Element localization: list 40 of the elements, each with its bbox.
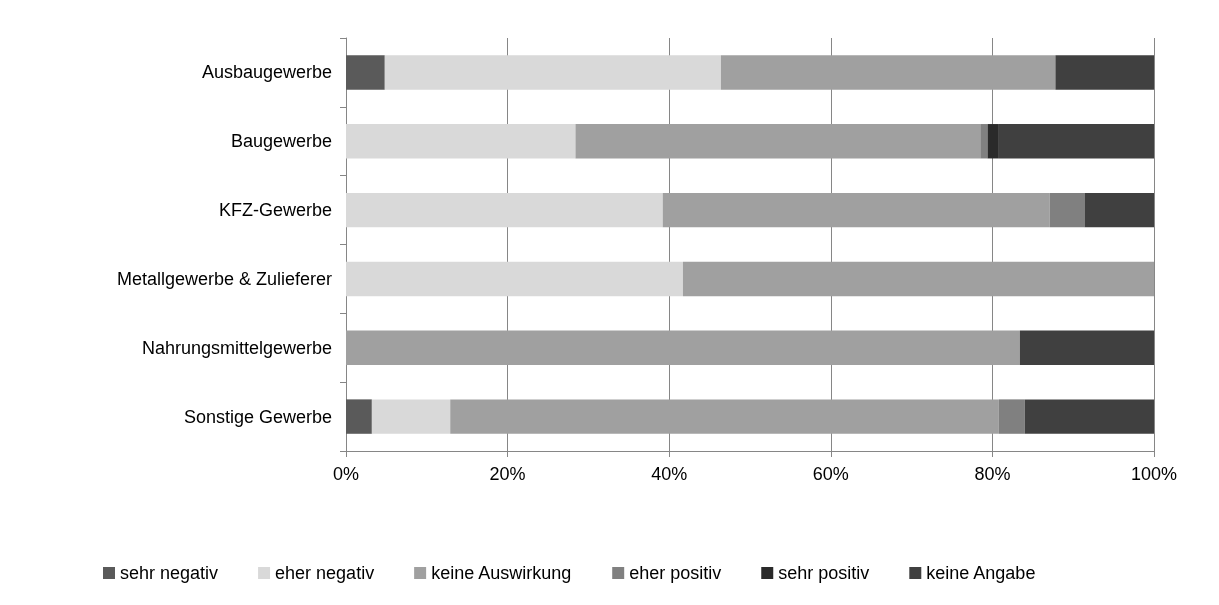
bar [575,124,981,159]
bar [346,124,576,159]
y-tick-label: Baugewerbe [230,131,332,152]
bar [980,124,988,159]
y-tick-label: Sonstige Gewerbe [183,406,332,427]
bar [346,330,1020,365]
bar [384,55,721,90]
x-tick-label: 40% [651,464,688,484]
legend-label: eher positiv [629,563,722,583]
bar [1049,192,1085,228]
bar [662,192,1050,228]
legend-label: keine Auswirkung [431,563,572,583]
x-tick-label: 60% [812,464,849,484]
bar [1084,192,1154,228]
y-tick-label: Ausbaugewerbe [201,62,332,83]
bar [998,124,1154,159]
legend-label: sehr positiv [778,563,870,583]
bar [346,55,385,90]
bar [682,261,1154,297]
bar [1055,55,1154,90]
bar [450,399,999,434]
legend-label: keine Angabe [926,563,1036,583]
x-tick-label: 100% [1130,464,1178,484]
bar [998,399,1025,434]
x-tick-label: 80% [974,464,1011,484]
legend-label: sehr negativ [120,563,219,583]
bar [1019,330,1154,365]
x-tick-label: 20% [489,464,526,484]
bar [720,55,1056,90]
x-tick-label: 0% [332,464,360,484]
bar [371,399,451,434]
bar [1024,399,1154,434]
legend-label: eher negativ [275,563,375,583]
y-tick-label: Nahrungsmittelgewerbe [141,337,332,358]
bar [987,124,999,159]
bar [346,261,683,297]
y-tick-label: Metallgewerbe & Zulieferer [116,268,332,289]
bar [346,192,663,228]
y-tick-label: KFZ-Gewerbe [218,200,332,221]
bar [346,399,372,434]
